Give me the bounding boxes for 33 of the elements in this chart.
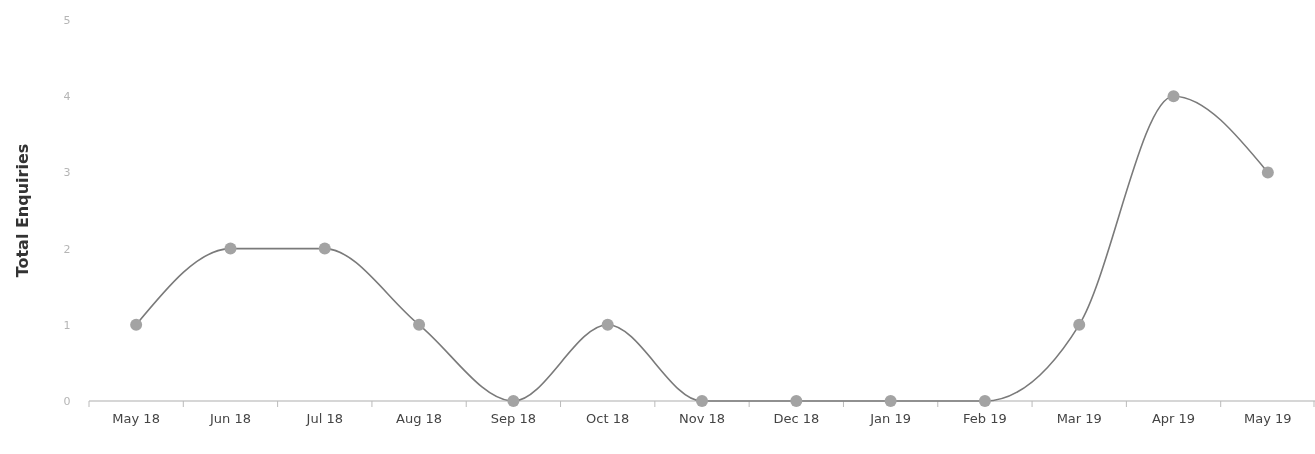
y-tick-label: 5 [63, 14, 71, 27]
x-tick-label: Feb 19 [963, 411, 1007, 426]
x-tick-label: Dec 18 [773, 411, 820, 426]
x-tick-label: May 19 [1244, 411, 1292, 426]
point [413, 318, 426, 331]
point [1261, 166, 1274, 179]
x-tick-label: Apr 19 [1151, 411, 1196, 426]
y-tick-label: 4 [63, 90, 71, 104]
point [507, 395, 520, 407]
x-tick-label: Nov 18 [678, 411, 726, 426]
y-tick-label: 3 [63, 166, 71, 180]
point [978, 395, 991, 407]
x-tick-label: Jun 18 [208, 411, 251, 426]
point [224, 242, 237, 255]
x-tick-label: Oct 18 [586, 411, 630, 426]
y-tick-label: 1 [63, 318, 71, 332]
point [1167, 90, 1180, 103]
point [884, 395, 897, 407]
x-tick-label: Sep 18 [490, 411, 536, 426]
point [318, 242, 331, 255]
x-tick-label: Mar 19 [1056, 411, 1102, 426]
y-tick-label: 0 [63, 395, 71, 408]
x-tick-label: May 18 [112, 411, 160, 426]
point [1073, 318, 1086, 331]
x-tick-label: Aug 18 [396, 411, 443, 426]
point [790, 395, 803, 407]
point [696, 395, 708, 407]
x-tick-label: Jan 19 [869, 411, 911, 426]
point [130, 318, 143, 331]
point [601, 318, 614, 331]
x-tick-label: Jul 18 [305, 411, 343, 426]
y-axis-title: Total Enquiries [13, 143, 32, 278]
y-tick-label: 2 [63, 242, 71, 256]
